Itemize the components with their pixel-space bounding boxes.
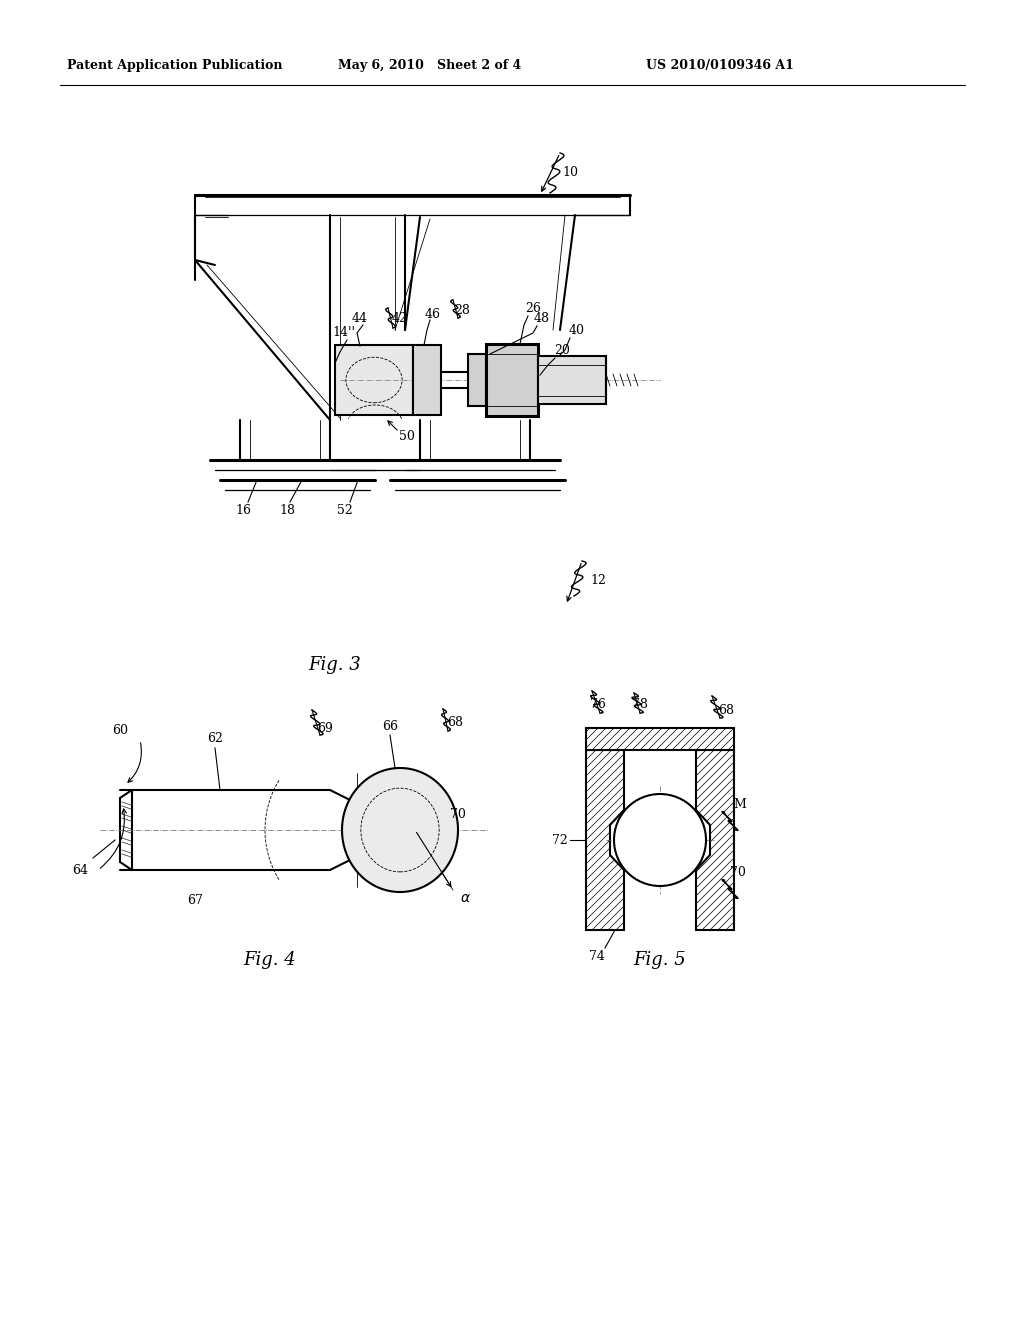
Text: 64: 64 (72, 863, 88, 876)
Text: 68: 68 (447, 715, 463, 729)
Text: 42: 42 (392, 313, 408, 326)
Ellipse shape (614, 795, 706, 886)
Text: 62: 62 (207, 731, 223, 744)
Text: Fig. 5: Fig. 5 (634, 950, 686, 969)
Text: 16: 16 (234, 503, 251, 516)
Text: 20: 20 (554, 343, 570, 356)
Bar (486, 345, 538, 416)
Bar (335, 345, 413, 414)
Text: 66: 66 (382, 719, 398, 733)
Bar (468, 354, 486, 407)
Text: 68: 68 (718, 704, 734, 717)
Text: 46: 46 (425, 308, 441, 321)
Text: 78: 78 (632, 698, 648, 711)
Text: May 6, 2010   Sheet 2 of 4: May 6, 2010 Sheet 2 of 4 (338, 58, 521, 71)
Polygon shape (342, 768, 458, 892)
Text: 50: 50 (399, 430, 415, 444)
Text: 26: 26 (525, 302, 541, 315)
Text: 69: 69 (317, 722, 333, 734)
Text: 60: 60 (112, 723, 128, 737)
Text: M: M (733, 799, 746, 812)
Text: 10: 10 (562, 165, 578, 178)
Text: 48: 48 (534, 312, 550, 325)
Text: 28: 28 (454, 305, 470, 318)
Text: 76: 76 (590, 698, 606, 711)
Text: 40: 40 (569, 323, 585, 337)
Text: Fig. 3: Fig. 3 (308, 656, 361, 675)
Text: 74: 74 (589, 950, 605, 964)
Text: Patent Application Publication: Patent Application Publication (68, 58, 283, 71)
Text: 52: 52 (337, 503, 353, 516)
Bar (586, 729, 734, 750)
Text: 67: 67 (187, 894, 203, 907)
Text: 12: 12 (590, 573, 606, 586)
Bar (413, 345, 441, 414)
Text: Fig. 4: Fig. 4 (244, 950, 296, 969)
Text: 70: 70 (451, 808, 466, 821)
Text: 14'': 14'' (333, 326, 355, 339)
Text: US 2010/0109346 A1: US 2010/0109346 A1 (646, 58, 794, 71)
Text: 44: 44 (352, 312, 368, 325)
Text: 70: 70 (730, 866, 745, 879)
Polygon shape (586, 750, 624, 931)
Bar (538, 356, 606, 404)
Text: 72: 72 (552, 833, 568, 846)
Polygon shape (696, 750, 734, 931)
Text: 18: 18 (279, 503, 295, 516)
Text: $\alpha$: $\alpha$ (460, 891, 470, 906)
